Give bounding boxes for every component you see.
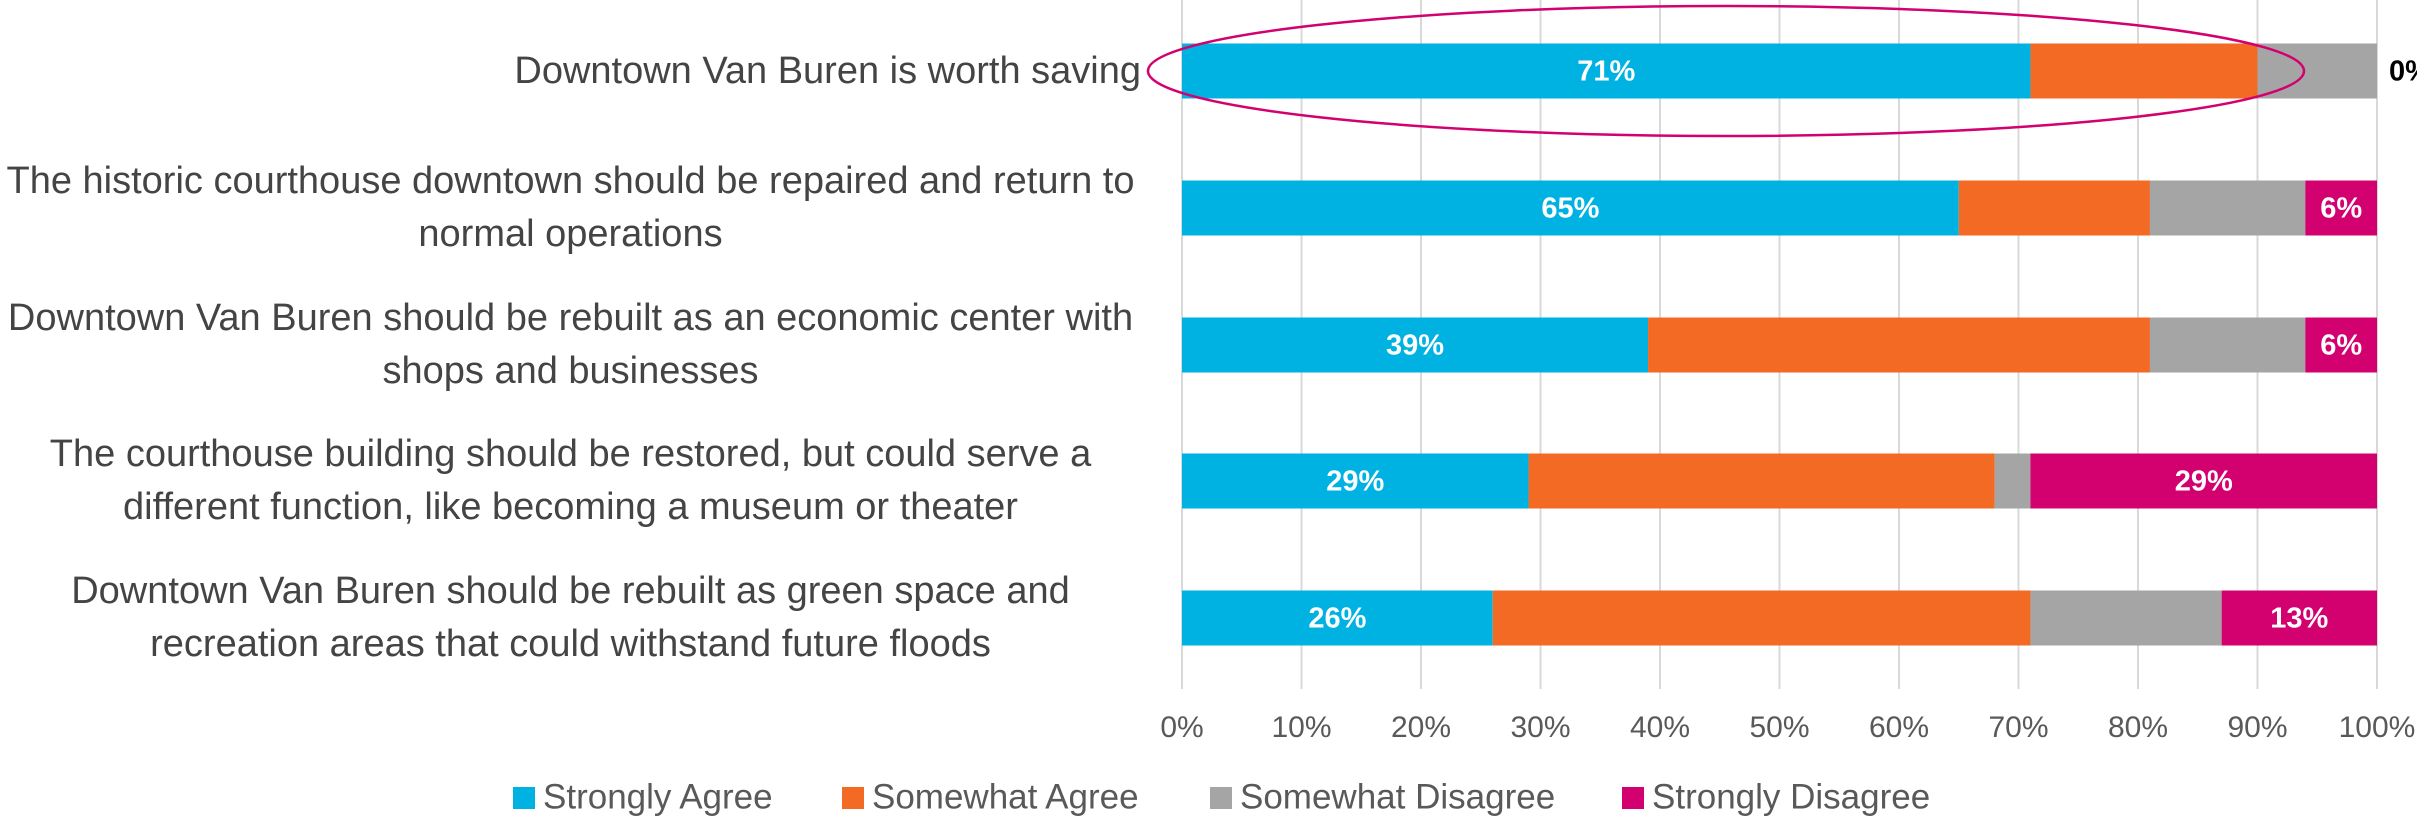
x-tick-label: 30% xyxy=(1510,711,1570,744)
x-tick-label: 0% xyxy=(1160,711,1203,744)
data-label: 29% xyxy=(1326,466,1384,498)
legend-swatch xyxy=(1622,787,1644,809)
category-label: Downtown Van Buren is worth saving xyxy=(0,11,1141,131)
data-label: 39% xyxy=(1386,330,1444,362)
data-label: 6% xyxy=(2320,330,2362,362)
bar-segment xyxy=(1182,453,1529,509)
category-text: Downtown Van Buren should be rebuilt as … xyxy=(71,570,1070,665)
legend-label: Somewhat Disagree xyxy=(1240,777,1555,816)
bar-segment xyxy=(2305,180,2377,236)
bar-segment xyxy=(2149,317,2306,373)
bar-segment xyxy=(2221,590,2377,646)
bar-segment xyxy=(1492,590,2031,646)
bar-segment xyxy=(2305,317,2377,373)
x-tick-label: 10% xyxy=(1271,711,1331,744)
bar-segment xyxy=(2030,453,2377,509)
category-text: The historic courthouse downtown should … xyxy=(6,160,1135,255)
category-label: The courthouse building should be restor… xyxy=(0,421,1141,541)
x-tick-label: 80% xyxy=(2108,711,2168,744)
legend-swatch xyxy=(1210,787,1232,809)
category-text: Downtown Van Buren is worth saving xyxy=(514,49,1141,92)
legend-swatch xyxy=(513,787,535,809)
highlight-ellipse xyxy=(1146,4,2306,138)
bar-segment xyxy=(1528,453,1995,509)
category-label: The historic courthouse downtown should … xyxy=(0,148,1141,268)
legend-label: Somewhat Agree xyxy=(872,777,1139,816)
data-label: 71% xyxy=(1577,56,1635,88)
data-label: 0% xyxy=(2389,56,2417,88)
bar-segment xyxy=(1182,590,1493,646)
bar-segment xyxy=(1994,453,2031,509)
category-label: Downtown Van Buren should be rebuilt as … xyxy=(0,558,1141,678)
bar-segment xyxy=(1182,317,1649,373)
x-tick-label: 100% xyxy=(2339,711,2416,744)
bar-segment xyxy=(1182,180,1959,236)
x-tick-label: 70% xyxy=(1988,711,2048,744)
bar-segment xyxy=(1648,317,2150,373)
legend-swatch xyxy=(842,787,864,809)
x-tick-label: 40% xyxy=(1630,711,1690,744)
bar-segment xyxy=(1958,180,2150,236)
category-label: Downtown Van Buren should be rebuilt as … xyxy=(0,285,1141,405)
x-tick-label: 50% xyxy=(1749,711,1809,744)
category-text: Downtown Van Buren should be rebuilt as … xyxy=(7,297,1134,392)
data-label: 6% xyxy=(2320,193,2362,225)
data-label: 26% xyxy=(1308,603,1366,635)
bar-segment xyxy=(2030,43,2258,99)
data-label: 65% xyxy=(1541,193,1599,225)
legend-label: Strongly Disagree xyxy=(1652,777,1930,816)
bar-segment xyxy=(2030,590,2222,646)
bar-segment xyxy=(1182,43,2031,99)
x-tick-label: 90% xyxy=(2227,711,2287,744)
bar-segment xyxy=(2149,180,2306,236)
x-tick-label: 60% xyxy=(1869,711,1929,744)
legend-label: Strongly Agree xyxy=(543,777,773,816)
category-text: The courthouse building should be restor… xyxy=(49,433,1092,528)
data-label: 29% xyxy=(2175,466,2233,498)
data-label: 13% xyxy=(2270,603,2328,635)
x-tick-label: 20% xyxy=(1391,711,1451,744)
